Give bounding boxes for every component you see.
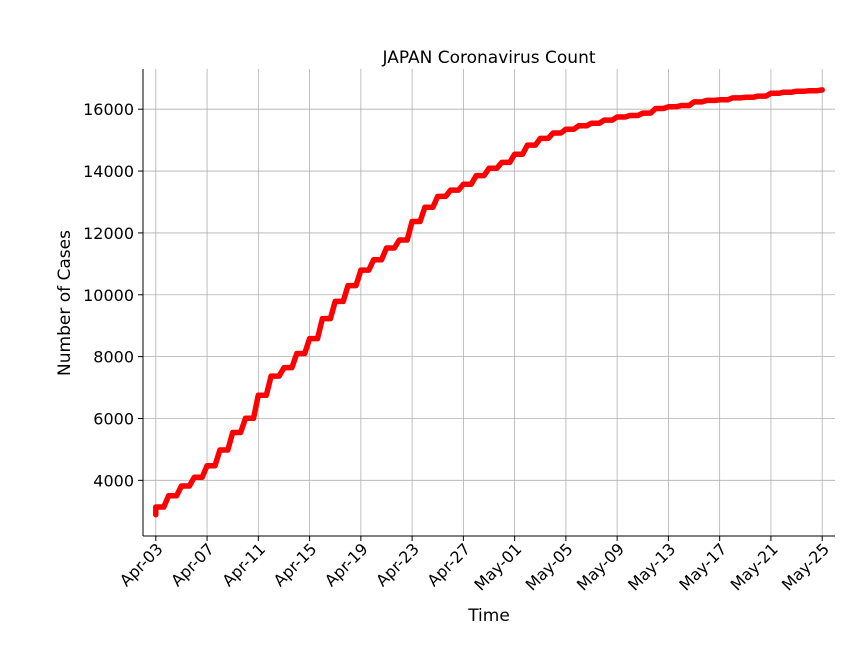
y-axis-label: Number of Cases [55, 230, 75, 376]
x-tick-label: May-25 [778, 539, 833, 594]
y-tick-label: 14000 [83, 162, 134, 181]
x-axis-label: Time [467, 606, 510, 626]
x-tick-label: May-21 [727, 539, 782, 594]
x-tick-label: Apr-23 [372, 539, 423, 590]
chart-title: JAPAN Coronavirus Count [381, 48, 595, 68]
x-tick-label: May-09 [573, 539, 628, 594]
x-tick-label: Apr-11 [218, 539, 269, 590]
x-tick-label: Apr-07 [167, 539, 218, 590]
y-tick-label: 12000 [83, 224, 134, 243]
x-tick-label: May-05 [522, 539, 577, 594]
x-tick-label: May-01 [470, 539, 525, 594]
x-tick-label: Apr-03 [116, 539, 167, 590]
series-line [153, 87, 825, 518]
y-tick-label: 8000 [93, 348, 134, 367]
axes-spines [142, 69, 835, 537]
x-tick-label: May-13 [624, 539, 679, 594]
x-tick-label: Apr-15 [270, 539, 321, 590]
x-axis-ticks: Apr-03 Apr-07 Apr-11 Apr-15 Apr-19 Apr-23 Apr-… [116, 536, 833, 595]
x-tick-label: Apr-19 [321, 539, 372, 590]
y-tick-label: 4000 [93, 471, 134, 490]
y-tick-label: 10000 [83, 286, 134, 305]
y-tick-label: 16000 [83, 100, 134, 119]
y-tick-label: 6000 [93, 409, 134, 428]
y-axis-ticks: 4000 6000 8000 10000 12000 14000 16000 [83, 100, 143, 490]
gridlines [143, 69, 835, 536]
x-tick-label: May-17 [675, 539, 730, 594]
x-tick-label: Apr-27 [423, 539, 474, 590]
